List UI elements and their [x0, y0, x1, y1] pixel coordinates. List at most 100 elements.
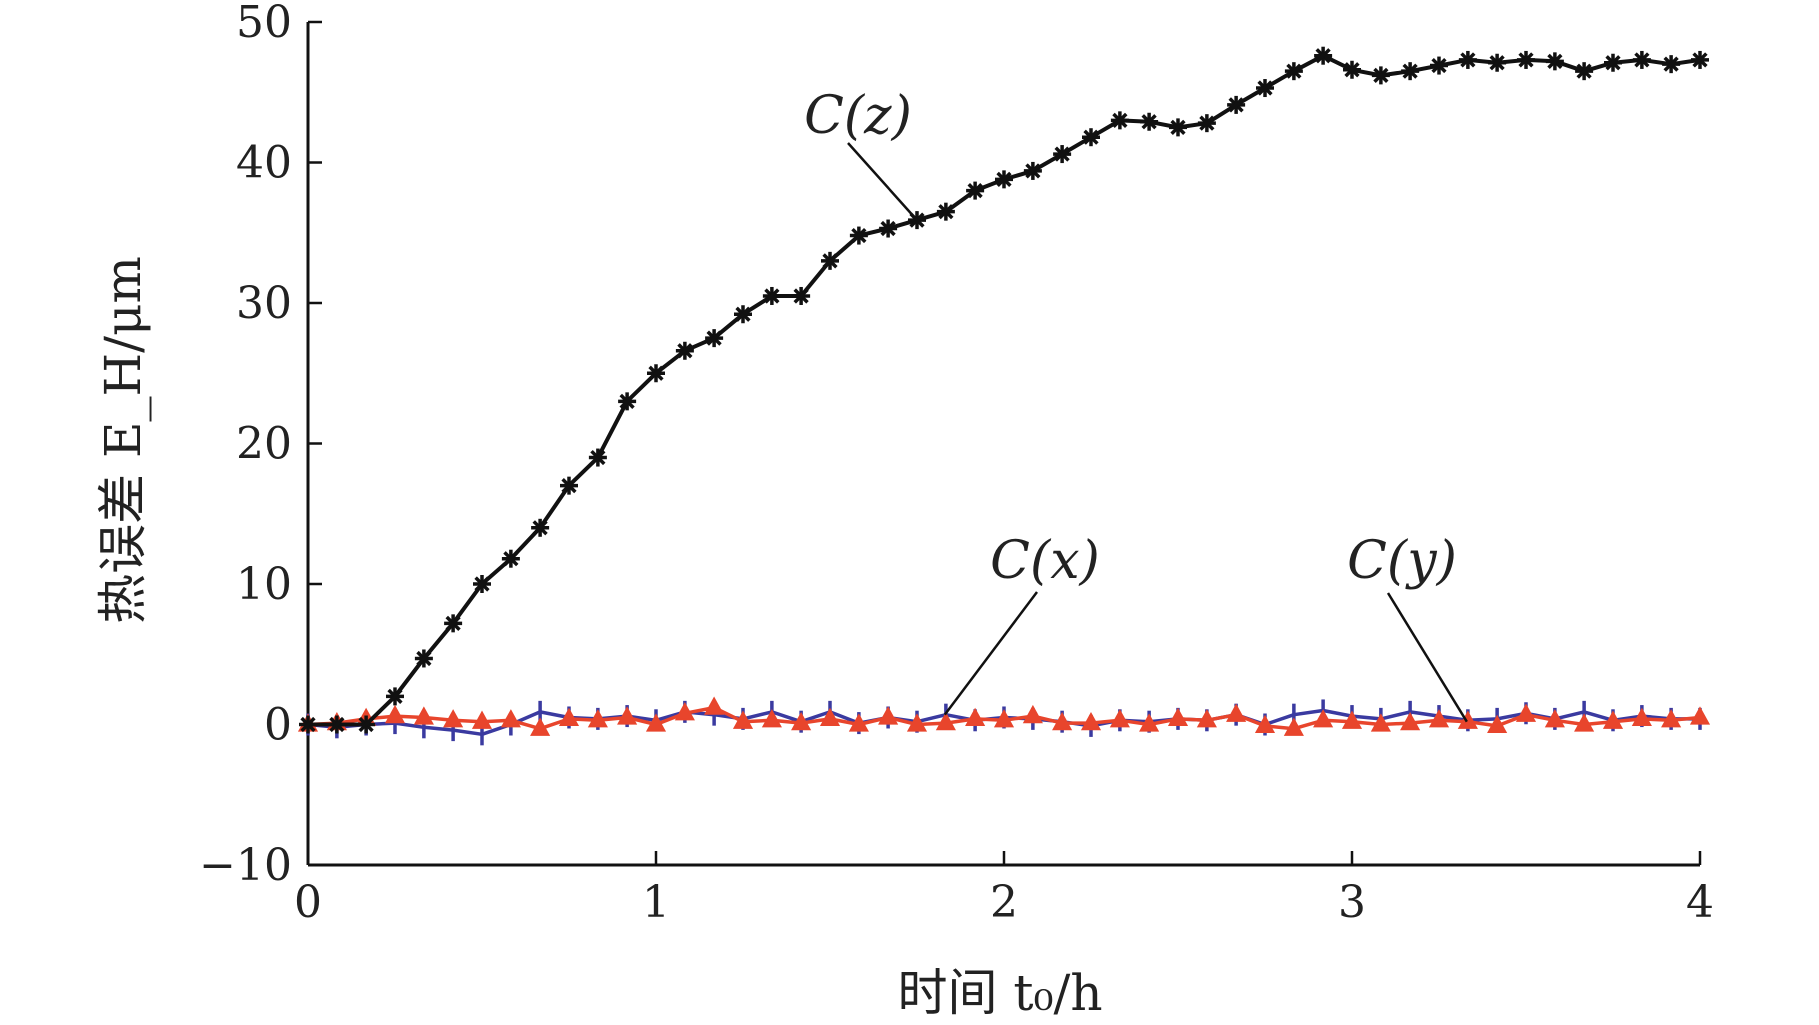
data-point — [1082, 128, 1100, 147]
data-point — [1313, 709, 1334, 728]
data-point — [1167, 707, 1189, 727]
data-point — [413, 706, 434, 725]
data-point — [1430, 56, 1448, 75]
data-point — [1458, 50, 1477, 69]
data-point — [530, 717, 551, 736]
annotation-leader-cx — [943, 591, 1038, 716]
data-point — [1602, 710, 1624, 729]
data-point — [906, 713, 928, 732]
data-point — [1053, 145, 1072, 164]
data-point — [558, 707, 580, 727]
data-point — [1254, 714, 1276, 734]
annotation-leader-cz — [847, 142, 918, 221]
data-point — [1110, 111, 1129, 130]
data-point — [617, 706, 638, 725]
x-tick-label: 2 — [990, 877, 1018, 928]
data-point — [1343, 60, 1361, 79]
data-point — [1400, 711, 1421, 731]
data-point — [995, 170, 1013, 189]
data-point — [443, 709, 464, 728]
series-line-cz — [308, 53, 1701, 727]
data-point — [761, 709, 782, 728]
y-tick-label: 0 — [264, 700, 292, 751]
y-tick-label: 40 — [236, 138, 292, 189]
data-point — [560, 476, 578, 495]
data-point — [1022, 704, 1043, 724]
data-point — [734, 305, 752, 324]
data-point — [1662, 55, 1681, 74]
data-point — [1488, 53, 1507, 72]
data-point — [1370, 713, 1391, 732]
data-point — [473, 575, 491, 593]
y-axis-label: 热误差 E_H/μm — [94, 256, 152, 624]
data-point — [645, 713, 667, 732]
data-point — [792, 286, 811, 305]
data-point — [618, 392, 637, 411]
annotation-layer: C(z) C(x) C(y) — [804, 86, 1468, 723]
data-point — [587, 709, 608, 728]
data-point — [1574, 713, 1595, 732]
data-point — [674, 702, 695, 721]
data-point — [993, 709, 1015, 728]
data-point — [1283, 717, 1304, 736]
data-point — [1487, 714, 1508, 734]
y-tick-label: 10 — [236, 559, 292, 610]
data-point — [1284, 62, 1303, 81]
series-label-cz: C(z) — [804, 86, 912, 146]
data-point — [705, 329, 724, 348]
data-point — [879, 219, 898, 238]
data-point — [1169, 118, 1187, 137]
data-point — [1545, 52, 1564, 71]
data-point — [588, 448, 607, 467]
data-point — [414, 649, 433, 668]
data-point — [1052, 711, 1073, 731]
data-point — [762, 286, 781, 305]
data-point — [936, 202, 955, 221]
x-tick-label: 4 — [1686, 877, 1714, 928]
data-point — [848, 713, 869, 732]
data-point — [1691, 50, 1709, 69]
data-point — [357, 715, 376, 734]
data-point — [1139, 713, 1160, 732]
data-point — [386, 687, 404, 706]
series-label-cy: C(y) — [1347, 531, 1457, 591]
data-point — [1140, 112, 1159, 131]
data-point — [531, 518, 550, 537]
data-point — [1689, 706, 1711, 725]
data-point — [935, 711, 956, 731]
data-point — [1515, 703, 1537, 722]
data-point — [500, 709, 521, 728]
data-point — [819, 707, 841, 727]
data-point — [1080, 711, 1102, 731]
data-point — [821, 251, 839, 270]
data-point — [1428, 709, 1450, 728]
data-point — [501, 549, 520, 568]
x-tick-label: 1 — [642, 877, 670, 928]
data-point — [1517, 50, 1535, 69]
data-point — [966, 181, 985, 200]
x-tick-label: 3 — [1338, 877, 1366, 928]
data-point — [471, 710, 493, 729]
series-cz — [299, 46, 1709, 734]
data-point — [299, 715, 317, 734]
data-point — [1575, 62, 1594, 81]
axis-labels: 热误差 E_H/μm 时间 t₀/h — [94, 256, 1103, 1022]
data-point — [1371, 66, 1390, 85]
data-point — [908, 211, 926, 230]
data-point — [1457, 710, 1478, 729]
data-point — [1661, 709, 1682, 728]
data-point — [791, 711, 812, 731]
data-point — [1256, 79, 1274, 98]
data-point — [1109, 709, 1130, 728]
data-point — [1544, 709, 1565, 728]
x-tick-label: 0 — [294, 877, 322, 928]
y-tick-label: 30 — [236, 278, 292, 329]
data-point — [1401, 62, 1420, 81]
data-point — [1226, 703, 1247, 722]
series-label-cx: C(x) — [990, 531, 1100, 591]
series-layer — [297, 46, 1711, 746]
data-point — [384, 704, 406, 724]
series-cy — [297, 696, 1711, 736]
